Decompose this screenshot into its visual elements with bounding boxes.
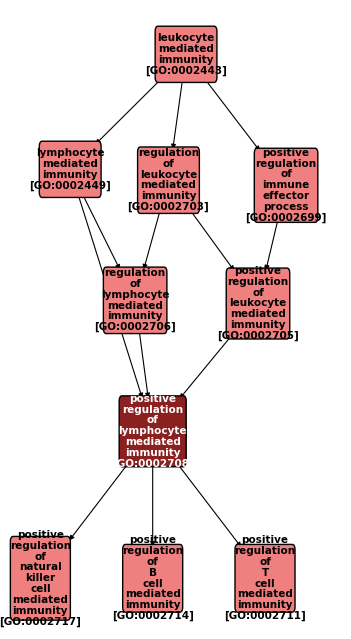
FancyBboxPatch shape — [119, 396, 186, 466]
Text: positive
regulation
of
immune
effector
process
[GO:0002699]: positive regulation of immune effector p… — [245, 148, 327, 223]
FancyBboxPatch shape — [155, 26, 217, 82]
FancyBboxPatch shape — [39, 141, 101, 197]
FancyBboxPatch shape — [11, 537, 70, 620]
FancyBboxPatch shape — [123, 544, 183, 612]
Text: positive
regulation
of
B
cell
mediated
immunity
[GO:0002714]: positive regulation of B cell mediated i… — [112, 535, 194, 621]
FancyBboxPatch shape — [226, 268, 290, 339]
Text: leukocyte
mediated
immunity
[GO:0002443]: leukocyte mediated immunity [GO:0002443] — [145, 33, 227, 75]
Text: positive
regulation
of
T
cell
mediated
immunity
[GO:0002711]: positive regulation of T cell mediated i… — [224, 535, 306, 621]
Text: positive
regulation
of
leukocyte
mediated
immunity
[GO:0002705]: positive regulation of leukocyte mediate… — [217, 266, 299, 341]
FancyBboxPatch shape — [138, 147, 199, 213]
Text: positive
regulation
of
natural
killer
cell
mediated
immunity
[GO:0002717]: positive regulation of natural killer ce… — [0, 530, 81, 627]
Text: lymphocyte
mediated
immunity
[GO:0002449]: lymphocyte mediated immunity [GO:0002449… — [29, 148, 111, 190]
Text: regulation
of
lymphocyte
mediated
immunity
[GO:0002706]: regulation of lymphocyte mediated immuni… — [94, 268, 176, 332]
FancyBboxPatch shape — [254, 148, 318, 222]
Text: positive
regulation
of
lymphocyte
mediated
immunity
[GO:0002708]: positive regulation of lymphocyte mediat… — [112, 394, 193, 469]
FancyBboxPatch shape — [235, 544, 295, 612]
FancyBboxPatch shape — [103, 267, 167, 334]
Text: regulation
of
leukocyte
mediated
immunity
[GO:0002703]: regulation of leukocyte mediated immunit… — [128, 148, 209, 212]
